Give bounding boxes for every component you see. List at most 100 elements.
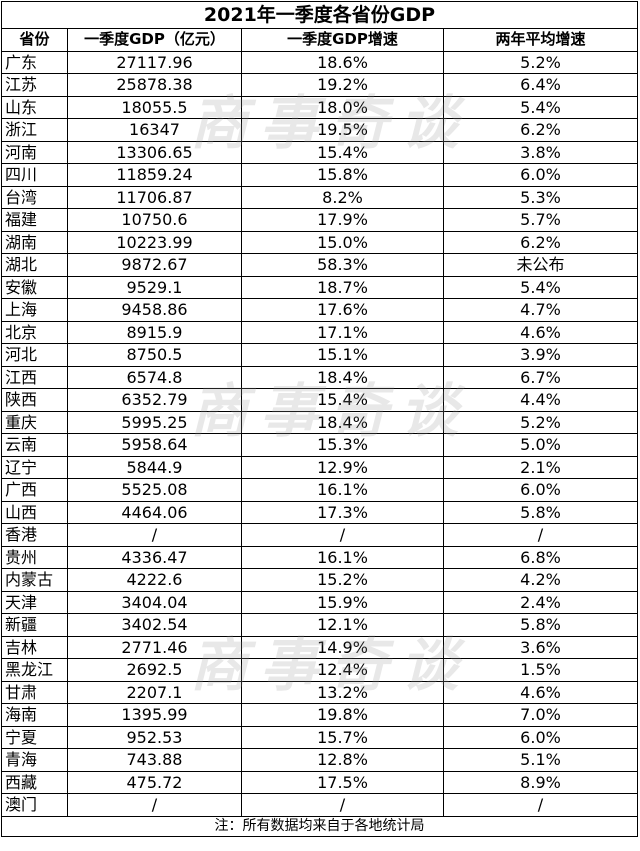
cell-growth: /	[241, 523, 444, 547]
title-row: 2021年一季度各省份GDP	[1, 1, 638, 29]
cell-province: 山西	[1, 500, 68, 524]
cell-growth: 16.1%	[241, 545, 444, 569]
cell-growth: 15.2%	[241, 568, 444, 592]
cell-two-year-growth: /	[443, 793, 638, 817]
cell-province: 黑龙江	[1, 658, 68, 682]
table-row: 香港 / / /	[1, 523, 638, 547]
gdp-table: 2021年一季度各省份GDP 省份 一季度GDP（亿元） 一季度GDP增速 两年…	[1, 1, 638, 837]
cell-gdp: 25878.38	[67, 73, 242, 97]
cell-growth: 19.5%	[241, 118, 444, 142]
cell-gdp: 743.88	[67, 748, 242, 772]
cell-gdp: 2207.1	[67, 680, 242, 704]
table-row: 江西 6574.8 18.4% 6.7%	[1, 365, 638, 389]
cell-gdp: 475.72	[67, 770, 242, 794]
table-row: 青海 743.88 12.8% 5.1%	[1, 748, 638, 772]
cell-province: 辽宁	[1, 455, 68, 479]
cell-two-year-growth: 5.4%	[443, 275, 638, 299]
cell-two-year-growth: 5.0%	[443, 433, 638, 457]
cell-gdp: 5525.08	[67, 478, 242, 502]
cell-province: 北京	[1, 320, 68, 344]
cell-growth: 15.0%	[241, 230, 444, 254]
cell-province: 河南	[1, 140, 68, 164]
cell-growth: 17.3%	[241, 500, 444, 524]
cell-province: 贵州	[1, 545, 68, 569]
cell-growth: 13.2%	[241, 680, 444, 704]
cell-gdp: 10750.6	[67, 208, 242, 232]
table-row: 海南 1395.99 19.8% 7.0%	[1, 703, 638, 727]
table-row: 台湾 11706.87 8.2% 5.3%	[1, 185, 638, 209]
cell-province: 香港	[1, 523, 68, 547]
cell-province: 湖北	[1, 253, 68, 277]
table-row: 四川 11859.24 15.8% 6.0%	[1, 163, 638, 187]
cell-province: 福建	[1, 208, 68, 232]
cell-two-year-growth: 3.9%	[443, 343, 638, 367]
table-row: 河北 8750.5 15.1% 3.9%	[1, 343, 638, 367]
cell-two-year-growth: 4.4%	[443, 388, 638, 412]
cell-two-year-growth: 1.5%	[443, 658, 638, 682]
cell-two-year-growth: 5.7%	[443, 208, 638, 232]
table-row: 山西 4464.06 17.3% 5.8%	[1, 500, 638, 524]
cell-province: 浙江	[1, 118, 68, 142]
cell-two-year-growth: 5.4%	[443, 95, 638, 119]
cell-growth: 15.9%	[241, 590, 444, 614]
cell-two-year-growth: 6.4%	[443, 73, 638, 97]
cell-growth: 16.1%	[241, 478, 444, 502]
cell-province: 天津	[1, 590, 68, 614]
cell-gdp: 8915.9	[67, 320, 242, 344]
table-row: 黑龙江 2692.5 12.4% 1.5%	[1, 658, 638, 682]
header-province: 省份	[1, 28, 68, 52]
table-row: 宁夏 952.53 15.7% 6.0%	[1, 725, 638, 749]
cell-province: 重庆	[1, 410, 68, 434]
cell-gdp: 4336.47	[67, 545, 242, 569]
cell-growth: 19.8%	[241, 703, 444, 727]
header-row: 省份 一季度GDP（亿元） 一季度GDP增速 两年平均增速	[1, 28, 638, 52]
cell-two-year-growth: 6.0%	[443, 478, 638, 502]
table-row: 甘肃 2207.1 13.2% 4.6%	[1, 680, 638, 704]
cell-two-year-growth: 6.0%	[443, 725, 638, 749]
cell-growth: 18.4%	[241, 365, 444, 389]
cell-two-year-growth: 7.0%	[443, 703, 638, 727]
cell-two-year-growth: 6.0%	[443, 163, 638, 187]
cell-province: 河北	[1, 343, 68, 367]
cell-gdp: 952.53	[67, 725, 242, 749]
cell-gdp: 2771.46	[67, 635, 242, 659]
table-row: 福建 10750.6 17.9% 5.7%	[1, 208, 638, 232]
table-row: 湖南 10223.99 15.0% 6.2%	[1, 230, 638, 254]
cell-two-year-growth: 2.1%	[443, 455, 638, 479]
cell-growth: 12.8%	[241, 748, 444, 772]
cell-two-year-growth: 3.8%	[443, 140, 638, 164]
header-growth: 一季度GDP增速	[241, 28, 444, 52]
cell-two-year-growth: 4.6%	[443, 320, 638, 344]
table-row: 澳门 / / /	[1, 793, 638, 817]
cell-province: 山东	[1, 95, 68, 119]
cell-two-year-growth: 5.8%	[443, 613, 638, 637]
cell-two-year-growth: 8.9%	[443, 770, 638, 794]
cell-growth: 15.1%	[241, 343, 444, 367]
cell-two-year-growth: 5.2%	[443, 410, 638, 434]
cell-growth: 19.2%	[241, 73, 444, 97]
cell-gdp: 4464.06	[67, 500, 242, 524]
cell-growth: /	[241, 793, 444, 817]
cell-gdp: 5995.25	[67, 410, 242, 434]
cell-gdp: 6352.79	[67, 388, 242, 412]
table-row: 安徽 9529.1 18.7% 5.4%	[1, 275, 638, 299]
table-row: 吉林 2771.46 14.9% 3.6%	[1, 635, 638, 659]
cell-province: 陕西	[1, 388, 68, 412]
table-row: 辽宁 5844.9 12.9% 2.1%	[1, 455, 638, 479]
cell-gdp: 13306.65	[67, 140, 242, 164]
cell-province: 西藏	[1, 770, 68, 794]
cell-growth: 15.3%	[241, 433, 444, 457]
cell-province: 广西	[1, 478, 68, 502]
cell-province: 云南	[1, 433, 68, 457]
cell-growth: 15.4%	[241, 140, 444, 164]
table-row: 北京 8915.9 17.1% 4.6%	[1, 320, 638, 344]
cell-gdp: 6574.8	[67, 365, 242, 389]
cell-gdp: 11859.24	[67, 163, 242, 187]
cell-two-year-growth: 6.2%	[443, 118, 638, 142]
table-row: 浙江 16347 19.5% 6.2%	[1, 118, 638, 142]
cell-growth: 15.4%	[241, 388, 444, 412]
cell-gdp: 16347	[67, 118, 242, 142]
cell-two-year-growth: 5.2%	[443, 50, 638, 74]
cell-growth: 12.1%	[241, 613, 444, 637]
cell-two-year-growth: 4.2%	[443, 568, 638, 592]
